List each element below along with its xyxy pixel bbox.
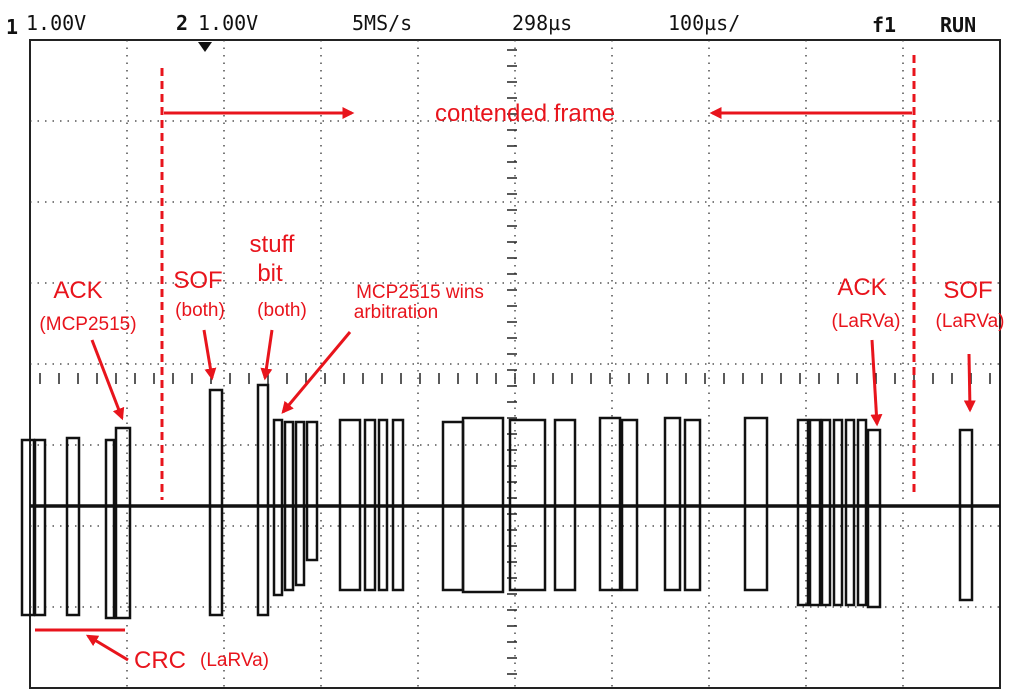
scope-screen: 1 1.00V 2 1.00V 5MS/s 298µs 100µs/ f1 RU… [0, 0, 1019, 693]
stuff-note: (both) [257, 300, 307, 321]
ack-label: ACK [53, 277, 102, 304]
ack-note: (MCP2515) [39, 314, 136, 335]
stuff-label: bit [257, 260, 283, 287]
ch2-label: 2 [176, 11, 188, 35]
arrow [969, 354, 970, 410]
sof-label: SOF [943, 277, 992, 304]
sof-note: (LaRVa) [936, 311, 1005, 332]
time-per-div: 100µs/ [668, 11, 740, 35]
arbitration-label: MCP2515 wins [356, 282, 484, 303]
page: 1 1.00V 2 1.00V 5MS/s 298µs 100µs/ f1 RU… [0, 0, 1019, 693]
ch1-scale: 1.00V [26, 11, 86, 35]
ack-label: ACK [837, 274, 886, 301]
arbitration-label: arbitration [354, 302, 439, 323]
ch2-scale: 1.00V [198, 11, 258, 35]
run-state: RUN [940, 13, 976, 37]
contended-frame-label: contended frame [435, 100, 615, 127]
crc-label: CRC [134, 647, 186, 674]
sample-rate: 5MS/s [352, 11, 412, 35]
trigger-position: 298µs [512, 11, 572, 35]
sof-note: (both) [175, 300, 225, 321]
stuff-label: stuff [250, 231, 295, 258]
trigger-source: f1 [872, 13, 896, 37]
ack-note: (LaRVa) [832, 311, 901, 332]
ch1-label: 1 [6, 15, 18, 39]
sof-label: SOF [173, 267, 222, 294]
crc-note: (LaRVa) [200, 650, 269, 671]
